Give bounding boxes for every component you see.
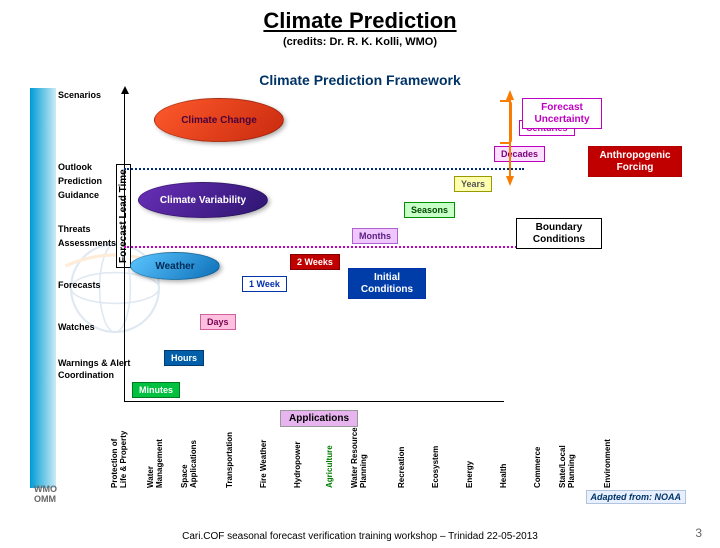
application-label: Health [499, 464, 508, 488]
forcing-condition-box: Initial Conditions [348, 268, 426, 299]
application-label: Commerce [533, 447, 542, 488]
left-label: Forecasts [58, 280, 101, 290]
time-scale-box: Months [352, 228, 398, 244]
left-label: Assessments [58, 238, 116, 248]
applications-list: Protection of Life & PropertyWater Manag… [128, 428, 688, 488]
time-scale-box: 1 Week [242, 276, 287, 292]
time-scale-box: Years [454, 176, 492, 192]
time-scale-box: Days [200, 314, 236, 330]
applications-label-box: Applications [280, 410, 358, 427]
time-scale-box: Hours [164, 350, 204, 366]
application-label: State/Local Planning [558, 445, 576, 488]
time-scale-box: Decades [494, 146, 545, 162]
x-axis-line [124, 401, 504, 402]
application-label: Agriculture [325, 445, 334, 488]
forcing-condition-box: Forecast Uncertainty [522, 98, 602, 129]
application-label: Protection of Life & Property [110, 431, 128, 488]
application-label: Energy [465, 461, 474, 488]
scale-ellipse: Climate Variability [138, 182, 268, 218]
left-label: Scenarios [58, 90, 101, 100]
diagram-frame: Climate Prediction Framework Forecast Le… [30, 68, 690, 508]
application-label: Fire Weather [259, 440, 268, 488]
application-label: Water Resource Planning [350, 427, 368, 488]
left-label: Coordination [58, 370, 114, 380]
chart-area: Climate Change Climate Variability Weather… [124, 92, 504, 402]
application-label: Transportation [225, 432, 234, 488]
left-label: Prediction [58, 176, 102, 186]
application-label: Space Applications [180, 440, 198, 488]
page-title: Climate Prediction [0, 8, 720, 34]
application-label: Recreation [397, 447, 406, 488]
left-label: Threats [58, 224, 91, 234]
forcing-condition-box: Anthropogenic Forcing [588, 146, 682, 177]
divider-dotted [124, 246, 524, 248]
uncertainty-arrow-icon [504, 88, 516, 188]
y-axis-arrow-icon [121, 86, 129, 94]
subtitle: (credits: Dr. R. K. Kolli, WMO) [0, 36, 720, 48]
application-label: Ecosystem [431, 446, 440, 488]
divider-dotted [124, 168, 524, 170]
application-label: Water Management [146, 439, 164, 488]
time-scale-box: Seasons [404, 202, 455, 218]
footer-text: Cari.COF seasonal forecast verification … [0, 531, 720, 542]
time-scale-box: 2 Weeks [290, 254, 340, 270]
page-number: 3 [695, 526, 702, 540]
application-label: Hydropower [293, 441, 302, 488]
adapted-from-label: Adapted from: NOAA [586, 490, 687, 504]
forcing-condition-box: Boundary Conditions [516, 218, 602, 249]
wmo-label: WMO OMM [30, 484, 57, 504]
application-label: Environment [603, 439, 612, 488]
left-label: Watches [58, 322, 95, 332]
scale-ellipse: Climate Change [154, 98, 284, 142]
left-label: Warnings & Alert [58, 358, 130, 368]
frame-title: Climate Prediction Framework [30, 72, 690, 88]
left-label: Guidance [58, 190, 99, 200]
left-gradient-bar [30, 88, 56, 488]
left-label: Outlook [58, 162, 92, 172]
scale-ellipse: Weather [130, 252, 220, 280]
time-scale-box: Minutes [132, 382, 180, 398]
